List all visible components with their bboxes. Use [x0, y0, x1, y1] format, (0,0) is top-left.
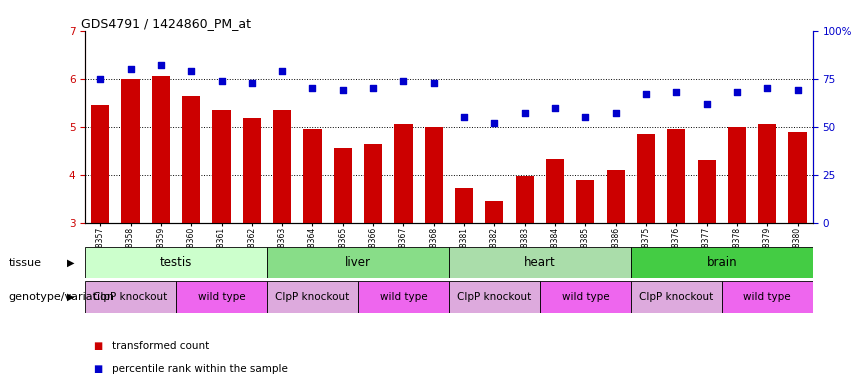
Text: ClpP knockout: ClpP knockout: [94, 292, 168, 302]
Bar: [698, 161, 716, 223]
Point: [245, 79, 259, 86]
Text: genotype/variation: genotype/variation: [9, 292, 115, 302]
Point: [214, 78, 228, 84]
Bar: [213, 110, 231, 223]
Text: transformed count: transformed count: [112, 341, 209, 351]
Bar: [85, 281, 176, 313]
Text: ▶: ▶: [67, 292, 75, 302]
Point: [488, 120, 501, 126]
Bar: [449, 247, 631, 278]
Bar: [758, 124, 776, 223]
Text: GDS4791 / 1424860_PM_at: GDS4791 / 1424860_PM_at: [82, 17, 251, 30]
Point: [154, 62, 168, 68]
Bar: [540, 281, 631, 313]
Bar: [485, 201, 504, 223]
Point: [276, 68, 289, 74]
Point: [457, 114, 471, 120]
Bar: [722, 281, 813, 313]
Bar: [303, 129, 322, 223]
Point: [761, 85, 774, 91]
Text: brain: brain: [706, 256, 737, 269]
Bar: [243, 118, 261, 223]
Point: [670, 89, 683, 95]
Point: [548, 104, 562, 111]
Bar: [182, 96, 200, 223]
Bar: [267, 281, 358, 313]
Bar: [545, 159, 564, 223]
Bar: [151, 76, 170, 223]
Bar: [122, 79, 140, 223]
Text: ClpP knockout: ClpP knockout: [276, 292, 350, 302]
Text: wild type: wild type: [380, 292, 427, 302]
Bar: [516, 176, 534, 223]
Text: ■: ■: [94, 341, 103, 351]
Text: testis: testis: [160, 256, 192, 269]
Text: wild type: wild type: [562, 292, 609, 302]
Bar: [728, 127, 746, 223]
Point: [608, 110, 622, 116]
Point: [427, 79, 441, 86]
Bar: [449, 281, 540, 313]
Bar: [788, 131, 807, 223]
Point: [366, 85, 380, 91]
Text: wild type: wild type: [197, 292, 245, 302]
Bar: [91, 105, 109, 223]
Text: ■: ■: [94, 364, 103, 374]
Text: liver: liver: [345, 256, 371, 269]
Bar: [334, 148, 352, 223]
Point: [336, 87, 350, 93]
Point: [579, 114, 592, 120]
Point: [306, 85, 319, 91]
Point: [700, 101, 713, 107]
Bar: [637, 134, 655, 223]
Point: [123, 66, 137, 72]
Point: [94, 76, 107, 82]
Text: tissue: tissue: [9, 258, 42, 268]
Bar: [425, 127, 443, 223]
Bar: [273, 110, 291, 223]
Point: [185, 68, 198, 74]
Point: [639, 91, 653, 97]
Text: ▶: ▶: [67, 258, 75, 268]
Bar: [667, 129, 685, 223]
Bar: [631, 247, 813, 278]
Bar: [394, 124, 413, 223]
Bar: [176, 281, 267, 313]
Bar: [267, 247, 448, 278]
Bar: [631, 281, 722, 313]
Point: [518, 110, 532, 116]
Bar: [85, 247, 267, 278]
Point: [791, 87, 804, 93]
Bar: [364, 144, 382, 223]
Text: heart: heart: [524, 256, 556, 269]
Text: percentile rank within the sample: percentile rank within the sample: [112, 364, 288, 374]
Bar: [607, 170, 625, 223]
Bar: [576, 180, 594, 223]
Text: wild type: wild type: [744, 292, 791, 302]
Point: [730, 89, 744, 95]
Bar: [455, 188, 473, 223]
Text: ClpP knockout: ClpP knockout: [639, 292, 713, 302]
Point: [397, 78, 410, 84]
Text: ClpP knockout: ClpP knockout: [457, 292, 532, 302]
Bar: [358, 281, 449, 313]
